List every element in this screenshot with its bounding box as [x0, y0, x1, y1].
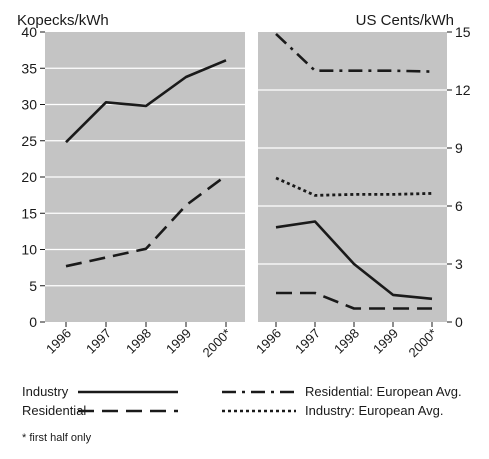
y-tick-label: 10	[21, 242, 37, 258]
series-line-industry-european-avg	[275, 176, 433, 197]
left-series-group	[65, 59, 227, 268]
series-line-residential	[65, 174, 227, 268]
y-tick-label: 30	[21, 97, 37, 113]
legend-label-residential: Residential	[22, 403, 86, 418]
x-tick-label: 1999	[370, 326, 401, 357]
series-line-residential-european-avg	[275, 32, 433, 73]
x-tick-label: 1998	[123, 326, 154, 357]
y-tick-label: 5	[29, 278, 37, 294]
y-tick-label: 40	[21, 24, 37, 40]
legend-label-industry: Industry	[22, 384, 69, 399]
y-tick-label: 0	[29, 314, 37, 330]
series-line-residential	[276, 291, 432, 310]
x-tick-label: 1999	[163, 326, 194, 357]
x-tick-label: 1996	[253, 326, 284, 357]
legend-label-industry-european-avg: Industry: European Avg.	[305, 403, 444, 418]
x-tick-label: 2000*	[405, 326, 440, 361]
y-tick-label: 9	[455, 140, 463, 156]
y-tick-label: 12	[455, 82, 471, 98]
y-tick-label: 15	[455, 24, 471, 40]
x-tick-label: 1997	[83, 326, 114, 357]
chart-legend: Industry Residential Residential: European…	[22, 384, 462, 418]
y-tick-label: 15	[21, 205, 37, 221]
footnote: * first half only	[22, 432, 92, 444]
y-tick-label: 25	[21, 133, 37, 149]
y-tick-label: 20	[21, 169, 37, 185]
left-chart-panel: 0 5 10 15 20 25 30 35 40 1996 1997 1998 1999 2000* Ko…	[17, 12, 245, 360]
y-tick-label: 6	[455, 198, 463, 214]
x-tick-label: 1997	[292, 326, 323, 357]
left-y-axis-label: Kopecks/kWh	[17, 12, 109, 29]
right-y-axis-label: US Cents/kWh	[356, 12, 454, 29]
y-tick-label: 3	[455, 256, 463, 272]
y-tick-label: 0	[455, 314, 463, 330]
legend-label-residential-european-avg: Residential: European Avg.	[305, 384, 462, 399]
series-line-industry	[275, 220, 433, 301]
x-tick-label: 1998	[331, 326, 362, 357]
y-tick-label: 35	[21, 60, 37, 76]
x-tick-label: 1996	[43, 326, 74, 357]
right-plot-background	[258, 32, 447, 322]
x-tick-label: 2000*	[199, 326, 234, 361]
series-line-industry	[65, 59, 227, 144]
right-chart-panel: 0 3 6 9 12 15 1996 1997 1998 1999 2000* US Cents/k…	[253, 12, 471, 360]
right-series-group	[275, 32, 433, 310]
